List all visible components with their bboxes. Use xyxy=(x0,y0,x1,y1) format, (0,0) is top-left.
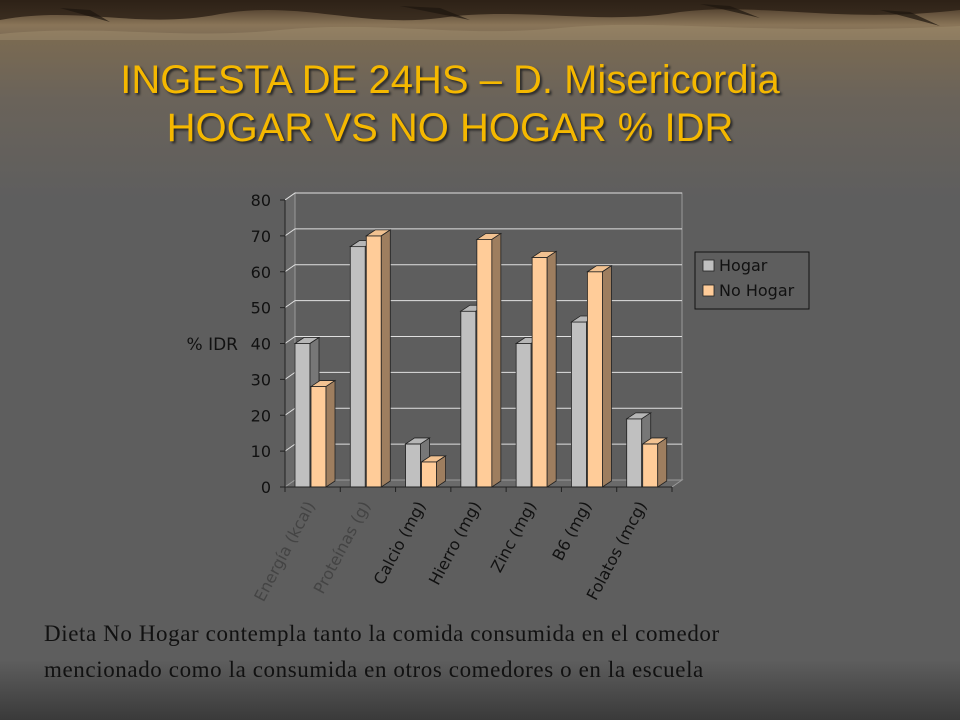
gridline xyxy=(284,192,682,201)
legend-swatch xyxy=(702,259,715,272)
bars xyxy=(293,229,669,488)
footnote-line-1: Dieta No Hogar contempla tanto la comida… xyxy=(44,621,720,646)
y-tick-label: 30 xyxy=(251,370,271,389)
legend-label: No Hogar xyxy=(719,281,795,300)
x-tick-label: B6 (mg) xyxy=(548,498,595,564)
x-tick-label: Zinc (mg) xyxy=(487,498,540,575)
bar-no-hogar xyxy=(530,250,558,488)
bar-no-hogar xyxy=(586,265,613,488)
x-tick-labels: Energía (kcal)Proteínas (g)Calcio (mg)Hi… xyxy=(250,498,650,605)
legend-swatch xyxy=(702,284,715,297)
y-axis-label: % IDR xyxy=(187,335,239,355)
y-tick-label: 40 xyxy=(251,335,271,354)
gridline xyxy=(284,228,682,237)
bar-no-hogar xyxy=(420,455,447,488)
y-tick-label: 10 xyxy=(251,442,271,461)
y-tick-label: 70 xyxy=(251,227,271,246)
x-tick-label: Calcio (mg) xyxy=(370,498,430,588)
bar-no-hogar xyxy=(641,437,669,488)
axes xyxy=(280,199,673,492)
y-tick-label: 80 xyxy=(251,191,271,210)
x-tick-label: Energía (kcal) xyxy=(250,498,319,605)
x-tick-label: Folatos (mcg) xyxy=(583,498,651,603)
legend: Hogar No Hogar xyxy=(694,251,810,310)
slide-title: INGESTA DE 24HS – D. Misericordia HOGAR … xyxy=(40,56,860,152)
footnote-line-2: mencionado como la consumida en otros co… xyxy=(44,657,704,682)
x-tick-label: Proteínas (g) xyxy=(310,498,375,597)
y-tick-label: 0 xyxy=(261,478,271,497)
y-tick-label: 60 xyxy=(251,263,271,282)
footnote: Dieta No Hogar contempla tanto la comida… xyxy=(44,616,944,688)
bar-no-hogar xyxy=(364,229,392,488)
y-tick-label: 20 xyxy=(251,406,271,425)
title-line-1: INGESTA DE 24HS – D. Misericordia xyxy=(120,58,780,102)
legend-label: Hogar xyxy=(719,256,768,275)
bar-no-hogar xyxy=(309,379,337,488)
x-tick-label: Hierro (mg) xyxy=(425,498,485,588)
y-tick-label: 50 xyxy=(251,299,271,318)
bar-no-hogar xyxy=(475,232,503,488)
title-line-2: HOGAR VS NO HOGAR % IDR xyxy=(166,106,734,150)
y-tick-labels: 0 10 20 30 40 50 60 70 80 xyxy=(251,191,271,497)
